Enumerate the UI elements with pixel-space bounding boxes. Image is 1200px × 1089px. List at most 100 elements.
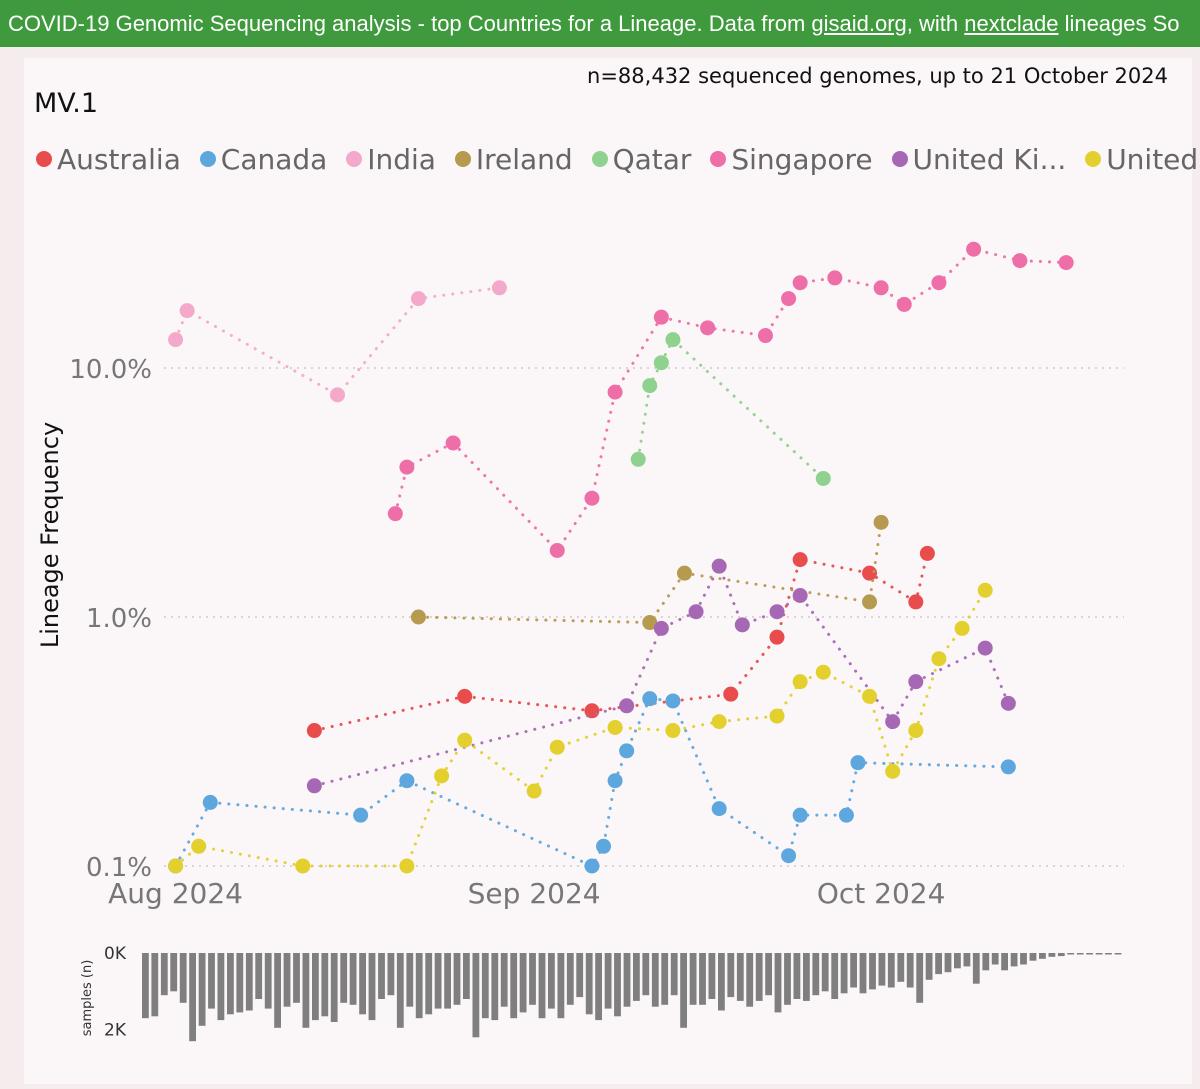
sample-bar: [264, 953, 272, 1009]
data-point: [584, 858, 600, 874]
legend-label: Qatar: [612, 143, 692, 176]
y-tick-label: 10.0%: [69, 355, 152, 385]
sample-bar: [850, 953, 857, 988]
data-point: [676, 565, 692, 581]
legend-dot-icon: [1085, 151, 1102, 167]
sample-bar: [481, 953, 489, 1019]
sample-bar: [396, 953, 404, 1028]
sample-bar: [689, 953, 697, 1005]
legend-item[interactable]: United ...: [1085, 143, 1200, 176]
data-point: [168, 858, 184, 874]
sample-bar: [831, 953, 839, 999]
data-point: [781, 291, 797, 307]
sample-bar: [736, 953, 744, 1001]
sample-bar: [1020, 953, 1027, 965]
sample-bar: [179, 953, 187, 1003]
data-point: [596, 838, 612, 854]
legend-dot-icon: [710, 151, 727, 167]
series-line: [312, 562, 1010, 788]
sample-bar: [302, 953, 310, 1028]
data-point: [179, 303, 195, 319]
data-point: [885, 763, 901, 779]
legend-dot-icon: [591, 151, 608, 167]
sample-bar: [793, 953, 801, 999]
data-point: [607, 719, 623, 735]
data-point: [977, 582, 993, 598]
sample-bar: [859, 953, 867, 994]
data-point: [792, 807, 808, 823]
data-point: [711, 558, 727, 574]
data-point: [1000, 759, 1016, 775]
sample-bar: [972, 953, 980, 984]
legend-label: Australia: [57, 143, 181, 176]
legend-item[interactable]: Ireland: [454, 143, 573, 176]
sample-bar: [434, 953, 442, 1009]
banner-text-3: lineages So: [1058, 11, 1180, 36]
sample-bar: [255, 953, 263, 999]
legend: Australia Canada India Ireland Qatar Sin…: [36, 143, 1200, 176]
data-point: [399, 858, 415, 874]
data-point: [711, 714, 727, 730]
gisaid-link[interactable]: gisaid.org: [811, 11, 907, 36]
y-tick-label: 1.0%: [86, 604, 152, 634]
data-point: [792, 674, 808, 690]
sample-bar: [954, 953, 961, 969]
data-point: [445, 435, 461, 451]
data-point: [827, 270, 843, 286]
bar-y-tick-label: 0K: [104, 944, 127, 964]
data-point: [931, 275, 947, 291]
data-point: [607, 384, 623, 400]
sample-bar: [321, 953, 329, 1017]
sample-bar: [887, 953, 895, 988]
sample-bar: [387, 953, 395, 996]
data-point: [653, 620, 669, 636]
sample-bar: [519, 953, 527, 1013]
data-point: [815, 664, 831, 680]
sample-bar: [718, 953, 725, 1011]
sample-bar: [566, 953, 574, 1005]
sample-bar: [151, 953, 159, 1017]
data-point: [873, 280, 889, 296]
sample-bar: [1105, 953, 1112, 955]
data-point: [549, 739, 565, 755]
sample-bar: [699, 953, 706, 1005]
legend-item[interactable]: Canada: [199, 143, 327, 176]
data-point: [619, 698, 635, 714]
data-point: [665, 332, 681, 348]
sample-bar: [453, 953, 461, 1005]
legend-dot-icon: [199, 151, 216, 167]
legend-item[interactable]: India: [346, 143, 436, 176]
sample-bar: [623, 953, 631, 1007]
sample-bar: [529, 953, 536, 1005]
sample-bar: [274, 953, 281, 1028]
nextclade-link[interactable]: nextclade: [964, 11, 1059, 36]
sample-bar: [340, 953, 348, 1003]
legend-item[interactable]: Qatar: [591, 143, 692, 176]
series-line: [312, 551, 929, 733]
sample-bar: [916, 953, 924, 1003]
sample-bar: [1076, 953, 1084, 955]
sample-bar: [170, 953, 178, 992]
data-point: [908, 594, 924, 610]
sample-bar: [208, 953, 215, 1009]
sample-bar: [1095, 953, 1103, 955]
data-point: [908, 723, 924, 739]
data-point: [792, 275, 808, 291]
legend-label: Singapore: [731, 143, 873, 176]
sample-bar: [349, 953, 357, 1005]
data-point: [353, 807, 369, 823]
legend-item[interactable]: Australia: [36, 143, 181, 176]
legend-item[interactable]: United Ki...: [891, 143, 1066, 176]
sample-bar: [614, 953, 621, 1017]
data-point: [457, 688, 473, 704]
legend-item[interactable]: Singapore: [710, 143, 873, 176]
sample-bar: [472, 953, 480, 1038]
data-point: [295, 858, 311, 874]
sample-bar: [727, 953, 735, 998]
sample-bar: [774, 953, 782, 1013]
legend-dot-icon: [36, 151, 52, 167]
data-point: [306, 778, 322, 794]
sample-bar: [368, 953, 376, 1021]
legend-label: Ireland: [475, 143, 573, 176]
sample-bar: [359, 953, 366, 1015]
